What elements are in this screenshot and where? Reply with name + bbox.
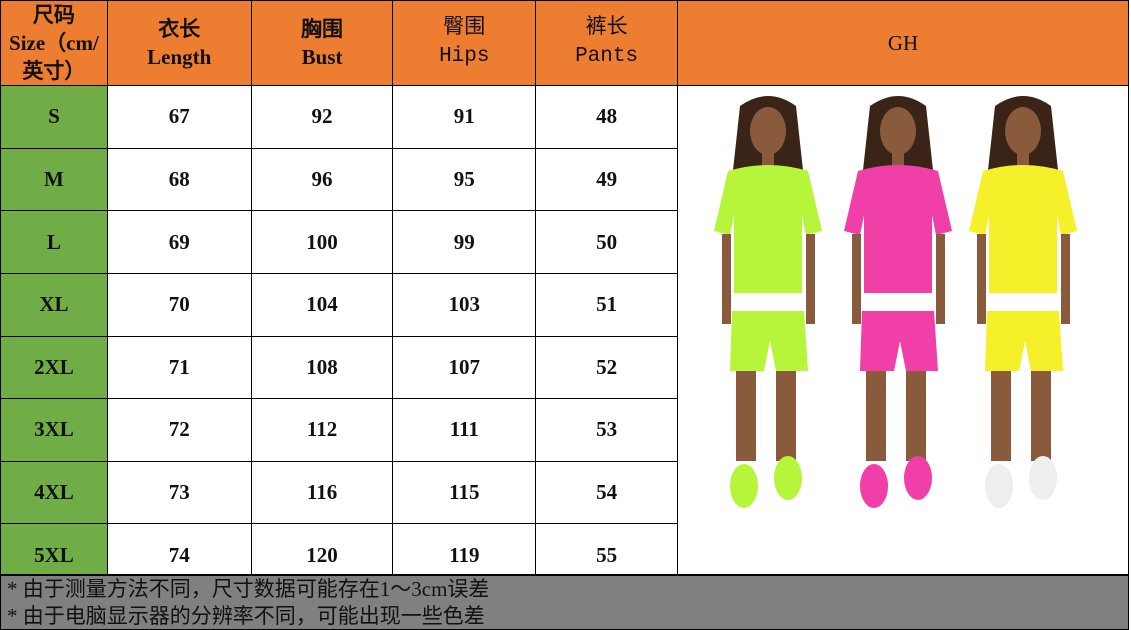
- header-row: 尺码 Size（cm/英寸） 衣长 Length 胸围 Bust 臀围 Hips 裤长 P…: [0, 0, 1129, 86]
- measurement-cell: 68: [106, 147, 252, 212]
- measurement-cell: 95: [392, 147, 537, 212]
- measurement-cell: 115: [392, 460, 537, 525]
- table-row: XL 70 104 103 51: [0, 272, 1129, 337]
- footer-note: * 由于测量方法不同，尺寸数据可能存在1～3cm误差: [7, 577, 490, 601]
- size-chart-table: 尺码 Size（cm/英寸） 衣长 Length 胸围 Bust 臀围 Hips 裤长 P…: [0, 0, 1129, 587]
- table-row: 2XL 71 108 107 52: [0, 335, 1129, 400]
- measurement-cell: 72: [106, 398, 252, 462]
- measurement-cell: 96: [250, 147, 394, 212]
- size-cell: XL: [0, 272, 108, 337]
- measurement-cell: 48: [535, 85, 678, 149]
- measurement-cell: 111: [392, 398, 537, 462]
- measurement-cell: 70: [106, 272, 252, 337]
- measurement-cell: 69: [106, 210, 252, 274]
- measurement-cell: 53: [535, 398, 678, 462]
- bust-header: 胸围 Bust: [250, 0, 394, 86]
- product-photo: [677, 85, 1129, 587]
- size-cell: 3XL: [0, 398, 108, 462]
- measurement-cell: 116: [250, 460, 394, 525]
- pants-header: 裤长 Pants: [535, 0, 678, 86]
- measurement-cell: 52: [535, 335, 678, 400]
- measurement-cell: 67: [106, 85, 252, 149]
- size-header-cn: 尺码: [32, 3, 75, 27]
- measurement-cell: 103: [392, 272, 537, 337]
- model-figure: [844, 96, 952, 508]
- hips-header: 臀围 Hips: [392, 0, 537, 86]
- measurement-cell: 108: [250, 335, 394, 400]
- size-cell: 2XL: [0, 335, 108, 400]
- measurement-cell: 51: [535, 272, 678, 337]
- table-row: M 68 96 95 49: [0, 147, 1129, 212]
- measurement-cell: 73: [106, 460, 252, 525]
- measurement-cell: 92: [250, 85, 394, 149]
- measurement-cell: 71: [106, 335, 252, 400]
- measurement-cell: 54: [535, 460, 678, 525]
- size-cell: M: [0, 147, 108, 212]
- table-row: 3XL 72 112 111 53: [0, 398, 1129, 462]
- measurement-cell: 112: [250, 398, 394, 462]
- model-figure: [714, 96, 822, 508]
- table-row: L 69 100 99 50: [0, 210, 1129, 274]
- measurement-cell: 100: [250, 210, 394, 274]
- size-cell: 4XL: [0, 460, 108, 525]
- table-row: S 67 92 91 48: [0, 85, 1129, 587]
- model-figure: [969, 96, 1077, 508]
- measurement-cell: 99: [392, 210, 537, 274]
- footer-note: * 由于电脑显示器的分辨率不同，可能出现一些色差: [7, 604, 485, 628]
- table-row: 4XL 73 116 115 54: [0, 460, 1129, 525]
- measurement-cell: 49: [535, 147, 678, 212]
- size-header: 尺码 Size（cm/英寸）: [0, 0, 108, 86]
- size-cell: S: [0, 85, 108, 149]
- gh-header: GH: [677, 0, 1129, 86]
- size-header-en: Size（cm/英寸）: [9, 31, 99, 83]
- size-cell: L: [0, 210, 108, 274]
- measurement-cell: 107: [392, 335, 537, 400]
- measurement-cell: 104: [250, 272, 394, 337]
- footer-notes: * 由于测量方法不同，尺寸数据可能存在1～3cm误差 * 由于电脑显示器的分辨率…: [0, 574, 1129, 630]
- measurement-cell: 50: [535, 210, 678, 274]
- length-header: 衣长 Length: [106, 0, 252, 86]
- measurement-cell: 91: [392, 85, 537, 149]
